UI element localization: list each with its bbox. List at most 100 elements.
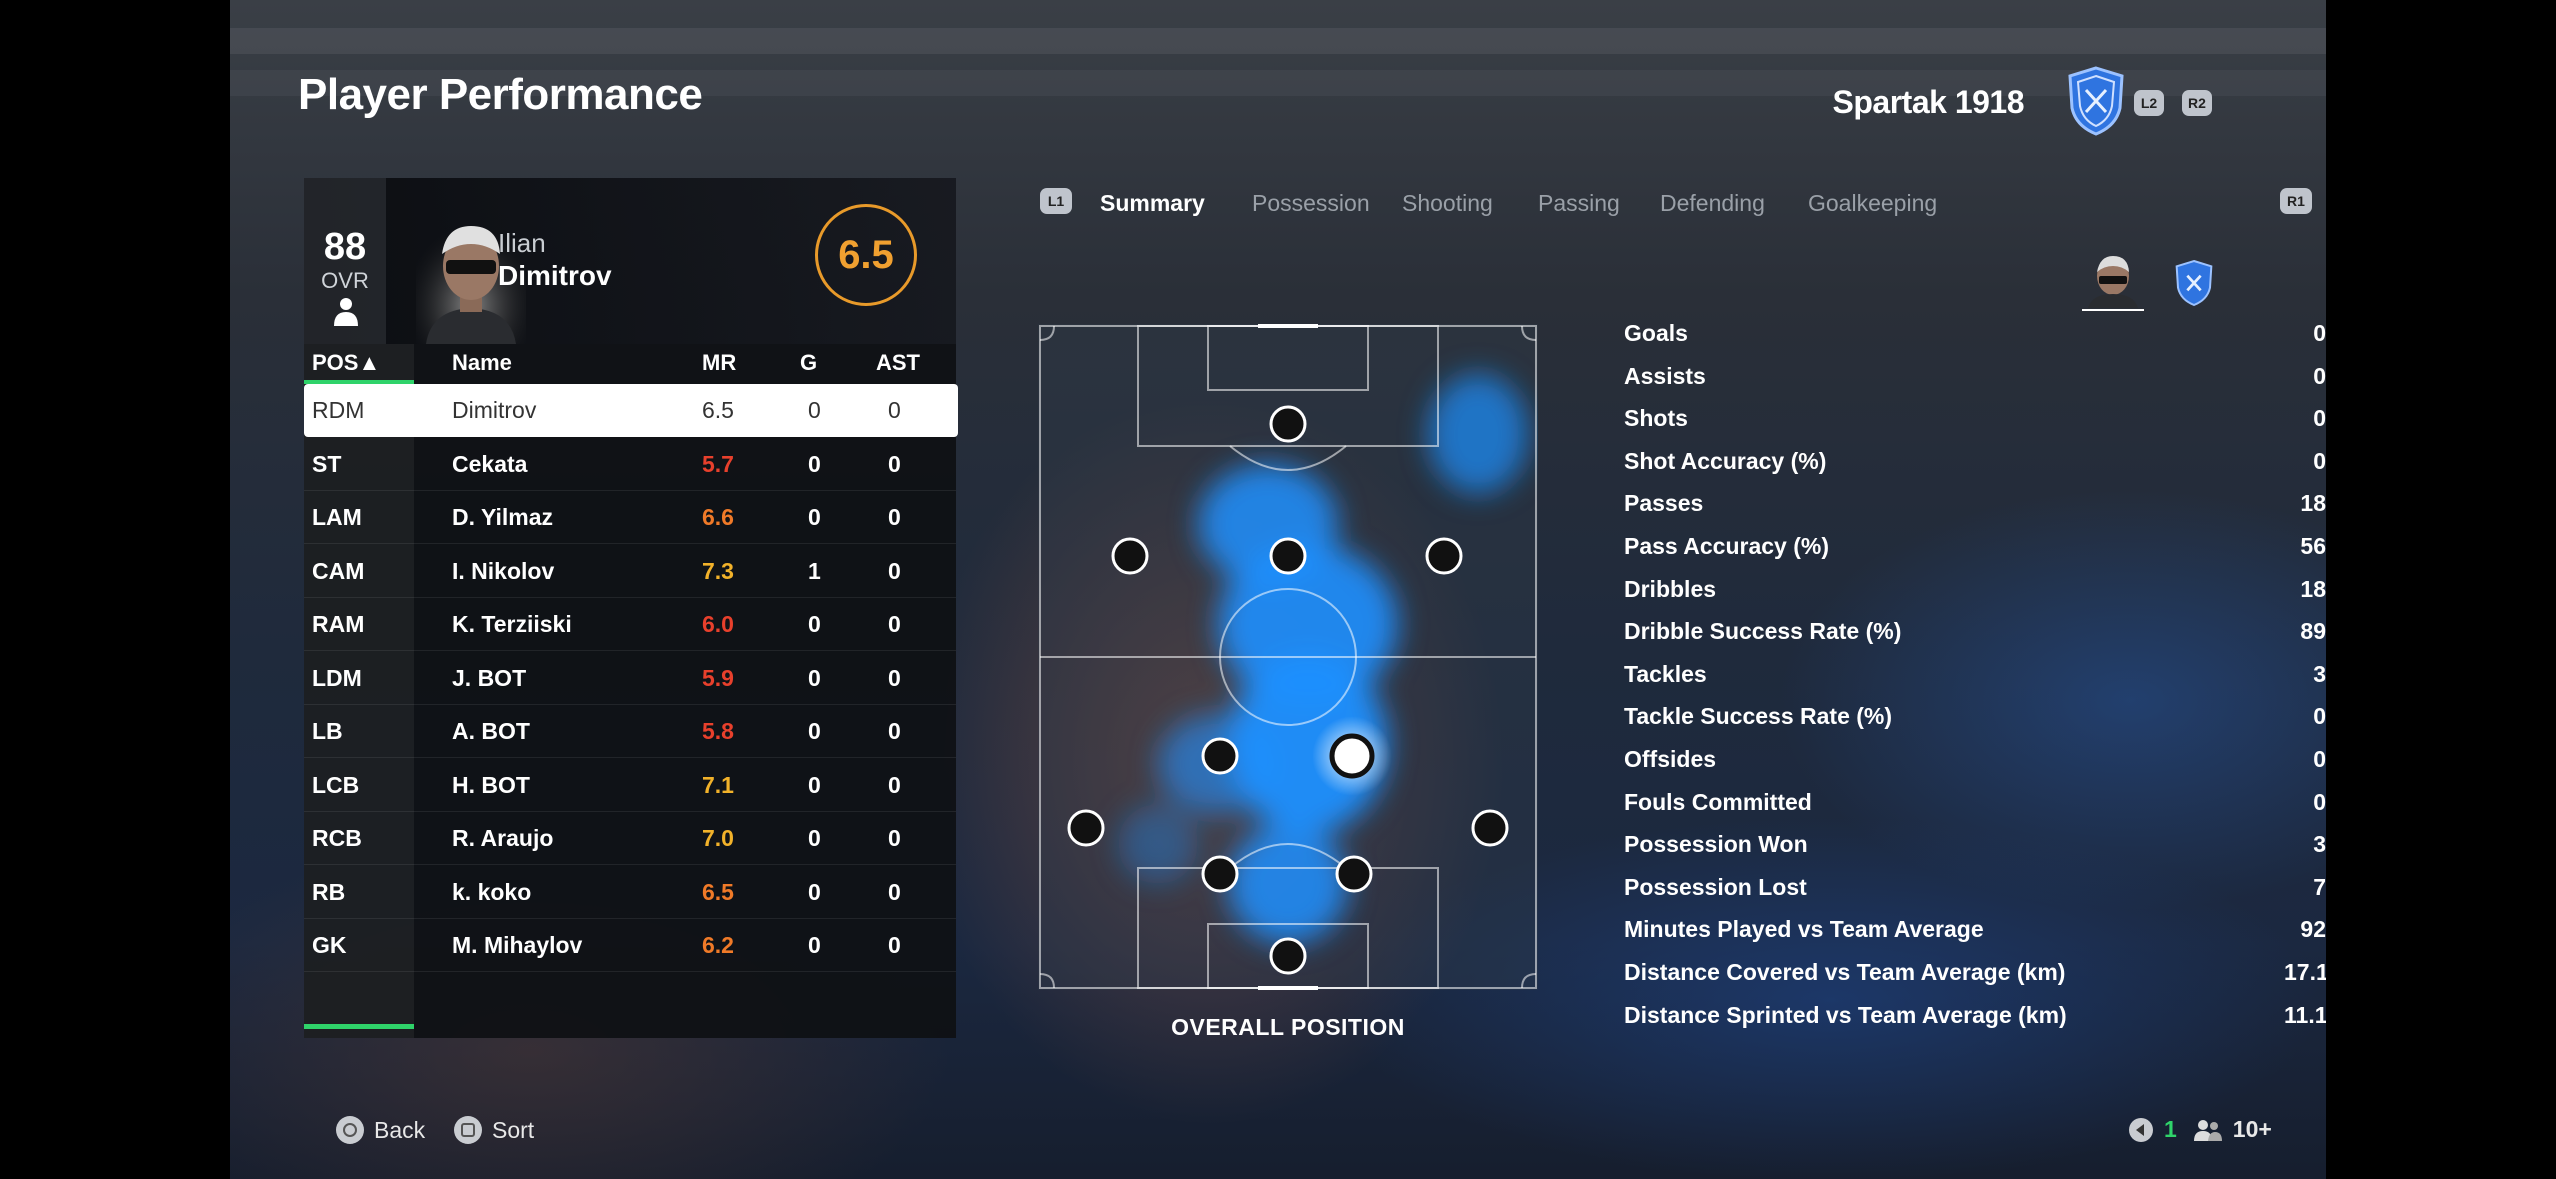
stat-team-value: 60 xyxy=(2316,440,2326,482)
sort-control[interactable]: Sort xyxy=(454,1116,534,1144)
table-row[interactable]: ST Cekata 5.7 0 0 xyxy=(304,438,956,491)
tab-possession[interactable]: Possession xyxy=(1252,190,1370,216)
marker-lam xyxy=(1111,537,1149,575)
row-goals: 0 xyxy=(808,450,821,477)
table-row[interactable]: RB k. koko 6.5 0 0 xyxy=(304,866,956,919)
table-row[interactable]: LDM J. BOT 5.9 0 0 xyxy=(304,652,956,705)
table-row[interactable]: LAM D. Yilmaz 6.6 0 0 xyxy=(304,491,956,544)
stat-team-value: 1 xyxy=(2316,781,2326,823)
marker-rb xyxy=(1471,809,1509,847)
header-assists[interactable]: AST xyxy=(876,350,920,375)
tab-shooting[interactable]: Shooting xyxy=(1402,190,1493,216)
team-crest-icon xyxy=(2068,66,2124,136)
square-button-icon xyxy=(454,1116,482,1144)
player-markers xyxy=(1067,405,1509,975)
header-mr[interactable]: MR xyxy=(702,350,737,375)
marker-ldm xyxy=(1201,737,1239,775)
stat-row: Pass Accuracy (%) 5670 xyxy=(1624,525,2326,567)
row-mr: 7.3 xyxy=(702,557,734,584)
row-name: M. Mihaylov xyxy=(452,932,583,958)
row-name: J. BOT xyxy=(452,664,527,691)
r1-button[interactable]: R1 xyxy=(2280,188,2312,214)
stat-label: Goals xyxy=(1624,320,1688,346)
l1-button[interactable]: L1 xyxy=(1040,188,1072,214)
stat-label: Possession Lost xyxy=(1624,873,1807,900)
row-goals: 0 xyxy=(808,878,821,905)
stat-team-value: 43 xyxy=(2316,653,2326,695)
stat-label: Pass Accuracy (%) xyxy=(1624,533,1829,559)
marker-st xyxy=(1269,405,1307,443)
stat-label: Possession Won xyxy=(1624,831,1808,858)
stat-team-value: 83 xyxy=(2316,610,2326,652)
l2-button[interactable]: L2 xyxy=(2134,90,2164,116)
row-mr: 5.9 xyxy=(702,664,734,691)
ovr-box: 88 OVR xyxy=(304,178,386,344)
row-pos: RB xyxy=(312,878,346,905)
table-row[interactable]: RCB R. Araujo 7.0 0 0 xyxy=(304,812,956,865)
stat-label: Fouls Committed xyxy=(1624,788,1812,815)
row-goals: 0 xyxy=(808,611,821,637)
row-assists: 0 xyxy=(888,397,901,423)
player-first-name: Ilian xyxy=(498,228,546,258)
marker-lcb xyxy=(1201,855,1239,893)
row-mr: 6.5 xyxy=(702,878,734,905)
header-pos[interactable]: POS▲ xyxy=(312,350,381,375)
scroll-indicator xyxy=(304,1024,414,1029)
stat-row: Offsides 01 xyxy=(1624,738,2326,780)
row-goals: 1 xyxy=(808,557,821,584)
row-mr: 7.0 xyxy=(702,825,734,851)
header-name[interactable]: Name xyxy=(452,350,512,375)
stat-player-value: 0 xyxy=(2313,447,2326,474)
row-pos: RDM xyxy=(312,397,365,423)
marker-rcb xyxy=(1335,855,1373,893)
table-row[interactable]: RAM K. Terziiski 6.0 0 0 xyxy=(304,598,956,651)
row-goals: 0 xyxy=(808,664,821,691)
player-card: 88 OVR Ilian Dimitrov 6.5 xyxy=(304,178,956,344)
stat-player-value: 0 xyxy=(2313,788,2326,815)
stat-player-value: 92 xyxy=(2300,916,2326,943)
stat-row: Distance Sprinted vs Team Average (km) 11… xyxy=(1624,994,2326,1036)
row-pos: CAM xyxy=(312,557,365,584)
tab-summary[interactable]: Summary xyxy=(1100,190,1205,216)
tab-defending[interactable]: Defending xyxy=(1660,190,1765,216)
back-label: Back xyxy=(374,1116,426,1143)
marker-lb xyxy=(1067,809,1105,847)
row-mr: 7.1 xyxy=(702,771,734,798)
back-control[interactable]: Back xyxy=(336,1116,425,1144)
stat-team-value: 5 xyxy=(2316,397,2326,439)
table-row[interactable]: LCB H. BOT 7.1 0 0 xyxy=(304,759,956,812)
stat-player-value: 3 xyxy=(2313,831,2326,858)
table-row[interactable]: GK M. Mihaylov 6.2 0 0 xyxy=(304,919,956,972)
stat-team-value: 70 xyxy=(2316,525,2326,567)
ovr-label: OVR xyxy=(321,268,369,293)
player-head-icon xyxy=(2082,256,2144,311)
pos-column-bg xyxy=(304,344,414,1038)
marker-ram xyxy=(1425,537,1463,575)
stat-row: Dribbles 1886 xyxy=(1624,568,2326,610)
stat-player-value: 18 xyxy=(2300,490,2326,517)
stat-player-value: 0 xyxy=(2313,703,2326,730)
signal-icon xyxy=(2129,1117,2153,1142)
stat-player-value: 18 xyxy=(2300,575,2326,602)
stat-row: Dribble Success Rate (%) 8983 xyxy=(1624,610,2326,652)
row-name: A. BOT xyxy=(452,718,530,744)
stat-player-value: 3 xyxy=(2313,660,2326,687)
row-pos: LAM xyxy=(312,504,362,530)
r2-button[interactable]: R2 xyxy=(2182,90,2212,116)
stat-row: Distance Covered vs Team Average (km) 17.… xyxy=(1624,951,2326,993)
tab-goalkeeping[interactable]: Goalkeeping xyxy=(1808,190,1938,216)
header-goals[interactable]: G xyxy=(800,350,818,375)
table-row[interactable]: RDM Dimitrov 6.5 0 0 xyxy=(304,384,958,437)
table-row[interactable]: LB A. BOT 5.8 0 0 xyxy=(304,705,956,758)
stat-label: Minutes Played vs Team Average xyxy=(1624,916,1984,943)
table-row[interactable]: CAM I. Nikolov 7.3 1 0 xyxy=(304,545,956,598)
row-goals: 0 xyxy=(808,718,821,744)
stat-team-value: 86 xyxy=(2316,568,2326,610)
player-portrait xyxy=(416,214,526,344)
row-goals: 0 xyxy=(808,504,821,530)
lineup-table: POS▲ Name MR G AST RDM Dimitrov 6.5 0 0 ST Cek… xyxy=(304,344,958,1038)
row-goals: 0 xyxy=(808,932,821,958)
stat-player-value: 0 xyxy=(2313,746,2326,772)
bg-stripe xyxy=(230,70,2326,96)
tab-passing[interactable]: Passing xyxy=(1538,190,1620,216)
